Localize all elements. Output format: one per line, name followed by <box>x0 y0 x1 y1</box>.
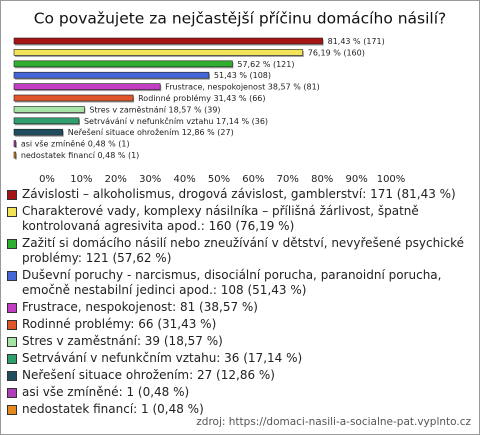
bar <box>13 117 80 125</box>
legend-item: Závislosti – alkoholismus, drogová závis… <box>7 187 469 202</box>
legend-swatch <box>7 190 17 200</box>
legend-swatch <box>7 405 17 415</box>
x-tick-label: 60% <box>242 174 264 185</box>
chart-title: Co považujete za nejčastější příčinu dom… <box>34 10 447 28</box>
value-label: Neřešení situace ohrožením 12,86 % (27) <box>68 127 234 137</box>
legend-label: Stres v zaměstnání: 39 (18,57 %) <box>22 334 223 348</box>
bar <box>13 94 134 102</box>
value-label: 76,19 % (160) <box>308 48 365 57</box>
x-tick-label: 70% <box>277 174 299 185</box>
legend-label: Setrvávání v nefunkčním vztahu: 36 (17,1… <box>22 351 303 365</box>
legend-label: Neřešení situace ohrožením: 27 (12,86 %) <box>22 368 275 382</box>
x-tick-label: 30% <box>139 174 161 185</box>
legend-item: Duševní poruchy - narcismus, disociální … <box>7 268 469 298</box>
value-label: 81,43 % (171) <box>328 37 385 46</box>
x-tick-label: 90% <box>345 174 367 185</box>
value-label: nedostatek financí 0,48 % (1) <box>21 151 139 160</box>
x-tick-label: 0% <box>39 174 55 185</box>
legend-item: Rodinné problémy: 66 (31,43 %) <box>7 317 469 332</box>
value-label: 51,43 % (108) <box>214 71 271 80</box>
x-tick-label: 10% <box>70 174 92 185</box>
bar <box>13 71 210 79</box>
x-tick-label: 80% <box>311 174 333 185</box>
source: zdroj: https://domaci-nasili-a-socialne-… <box>196 416 471 428</box>
bar <box>13 83 161 90</box>
legend-swatch <box>7 303 17 313</box>
legend-item: Neřešení situace ohrožením: 27 (12,86 %) <box>7 368 469 383</box>
legend-label: asi vše zmíněné: 1 (0,48 %) <box>22 385 190 399</box>
bar <box>13 128 64 136</box>
legend-item: Charakterové vady, komplexy násilníka – … <box>7 204 469 234</box>
legend-swatch <box>7 354 17 364</box>
value-label: Rodinné problémy 31,43 % (66) <box>138 93 265 103</box>
legend-swatch <box>7 388 17 398</box>
legend-label: Duševní poruchy - narcismus, disociální … <box>22 268 442 297</box>
bar <box>13 60 233 68</box>
legend-label: Zažití si domácího násilí nebo zneužíván… <box>22 236 465 265</box>
x-tick-label: 20% <box>105 174 127 185</box>
legend-label: Frustrace, nespokojenost: 81 (38,57 %) <box>22 300 258 314</box>
legend-label: Závislosti – alkoholismus, drogová závis… <box>22 187 456 201</box>
legend-label: Charakterové vady, komplexy násilníka – … <box>22 204 419 233</box>
legend-item: Stres v zaměstnání: 39 (18,57 %) <box>7 334 469 349</box>
value-label: asi vše zmíněné 0,48 % (1) <box>21 139 130 149</box>
legend-swatch <box>7 320 17 330</box>
x-tick-label: 50% <box>208 174 230 185</box>
bar <box>13 49 304 56</box>
value-label: 57,62 % (121) <box>237 60 294 69</box>
legend-swatch <box>7 371 17 381</box>
plot: Co považujete za nejčastější příčinu dom… <box>13 10 447 185</box>
bar <box>13 140 17 147</box>
legend-item: Zažití si domácího násilí nebo zneužíván… <box>7 236 469 266</box>
legend-swatch <box>7 239 17 249</box>
legend-item: Setrvávání v nefunkčním vztahu: 36 (17,1… <box>7 351 469 366</box>
legend-swatch <box>7 271 17 281</box>
bar <box>13 106 85 113</box>
bar <box>13 151 17 159</box>
x-tick-label: 100% <box>377 174 406 185</box>
legend-label: Rodinné problémy: 66 (31,43 %) <box>22 317 217 331</box>
x-tick-label: 40% <box>173 174 195 185</box>
legend-swatch <box>7 337 17 347</box>
value-label: Setrvávání v nefunkčním vztahu 17,14 % (… <box>84 116 268 126</box>
legend-item: Frustrace, nespokojenost: 81 (38,57 %) <box>7 300 469 315</box>
legend-item: nedostatek financí: 1 (0,48 %) <box>7 402 469 417</box>
legend: Závislosti – alkoholismus, drogová závis… <box>7 187 469 419</box>
legend-label: nedostatek financí: 1 (0,48 %) <box>22 402 204 416</box>
legend-item: asi vše zmíněné: 1 (0,48 %) <box>7 385 469 400</box>
value-label: Frustrace, nespokojenost 38,57 % (81) <box>165 83 320 92</box>
legend-swatch <box>7 207 17 217</box>
bar <box>13 37 323 45</box>
value-label: Stres v zaměstnání 18,57 % (39) <box>89 105 220 114</box>
